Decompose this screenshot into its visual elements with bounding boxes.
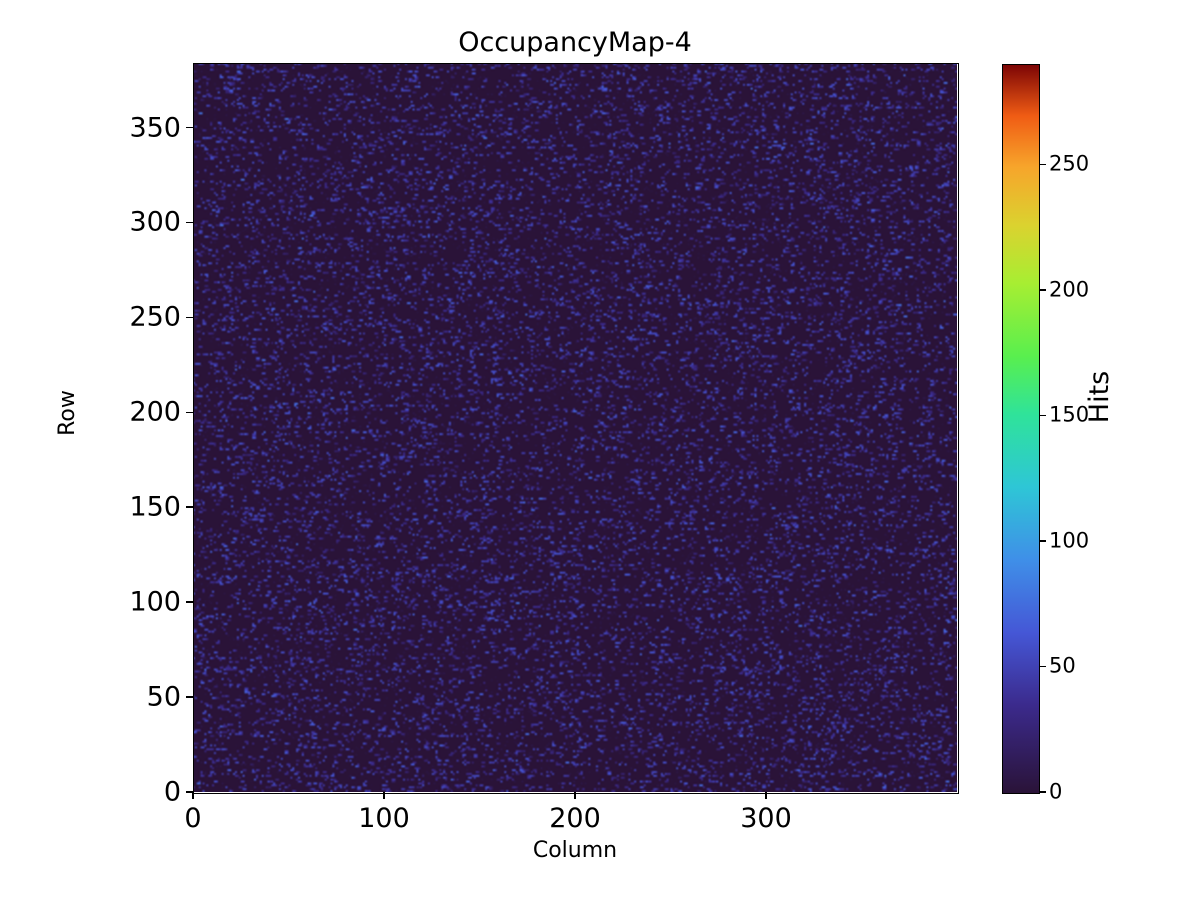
y-tick-mark [186,601,193,603]
x-tick-label: 100 [358,803,410,834]
colorbar-gradient [1003,65,1039,793]
y-tick-mark [186,696,193,698]
x-tick-mark [192,792,194,799]
heatmap-image [193,63,957,792]
colorbar-tick-mark [1039,414,1046,417]
colorbar-tick-mark [1039,289,1046,291]
colorbar-tick-label: 250 [1049,151,1090,176]
x-tick-label: 300 [740,803,792,834]
x-tick-label: 0 [184,803,202,834]
y-tick-label: 150 [129,491,181,523]
colorbar-tick-label: 100 [1049,528,1090,553]
colorbar-tick-label: 50 [1049,653,1076,678]
x-tick-mark [765,792,767,799]
y-tick-label: 100 [129,586,181,618]
y-tick-mark [186,411,193,414]
colorbar-tick-label: 200 [1049,277,1090,302]
colorbar-tick-mark [1039,665,1046,668]
y-axis-label: Row [55,390,80,436]
y-tick-label: 50 [146,681,181,713]
y-tick-label: 250 [129,301,181,333]
colorbar-tick-mark [1039,540,1046,542]
x-axis-label: Column [532,838,618,863]
colorbar-tick-label: 150 [1049,402,1090,427]
colorbar[interactable] [1002,64,1040,794]
y-tick-mark [186,221,193,224]
y-tick-mark [186,126,193,129]
colorbar-tick-mark [1039,163,1046,166]
y-tick-mark [186,316,193,319]
y-tick-label: 0 [163,776,181,808]
x-tick-mark [383,792,385,799]
y-tick-label: 300 [129,206,181,238]
page-title: OccupancyMap-4 [458,27,692,58]
colorbar-tick-mark [1039,791,1046,793]
colorbar-tick-label: 0 [1049,779,1063,804]
y-tick-mark [186,506,193,509]
heatmap-axes[interactable] [193,63,957,792]
colorbar-label: Hits [1084,370,1115,424]
y-tick-label: 350 [129,112,181,144]
x-tick-label: 200 [549,803,601,834]
y-tick-mark [186,791,193,793]
y-tick-label: 200 [129,396,181,428]
x-tick-mark [574,792,576,799]
